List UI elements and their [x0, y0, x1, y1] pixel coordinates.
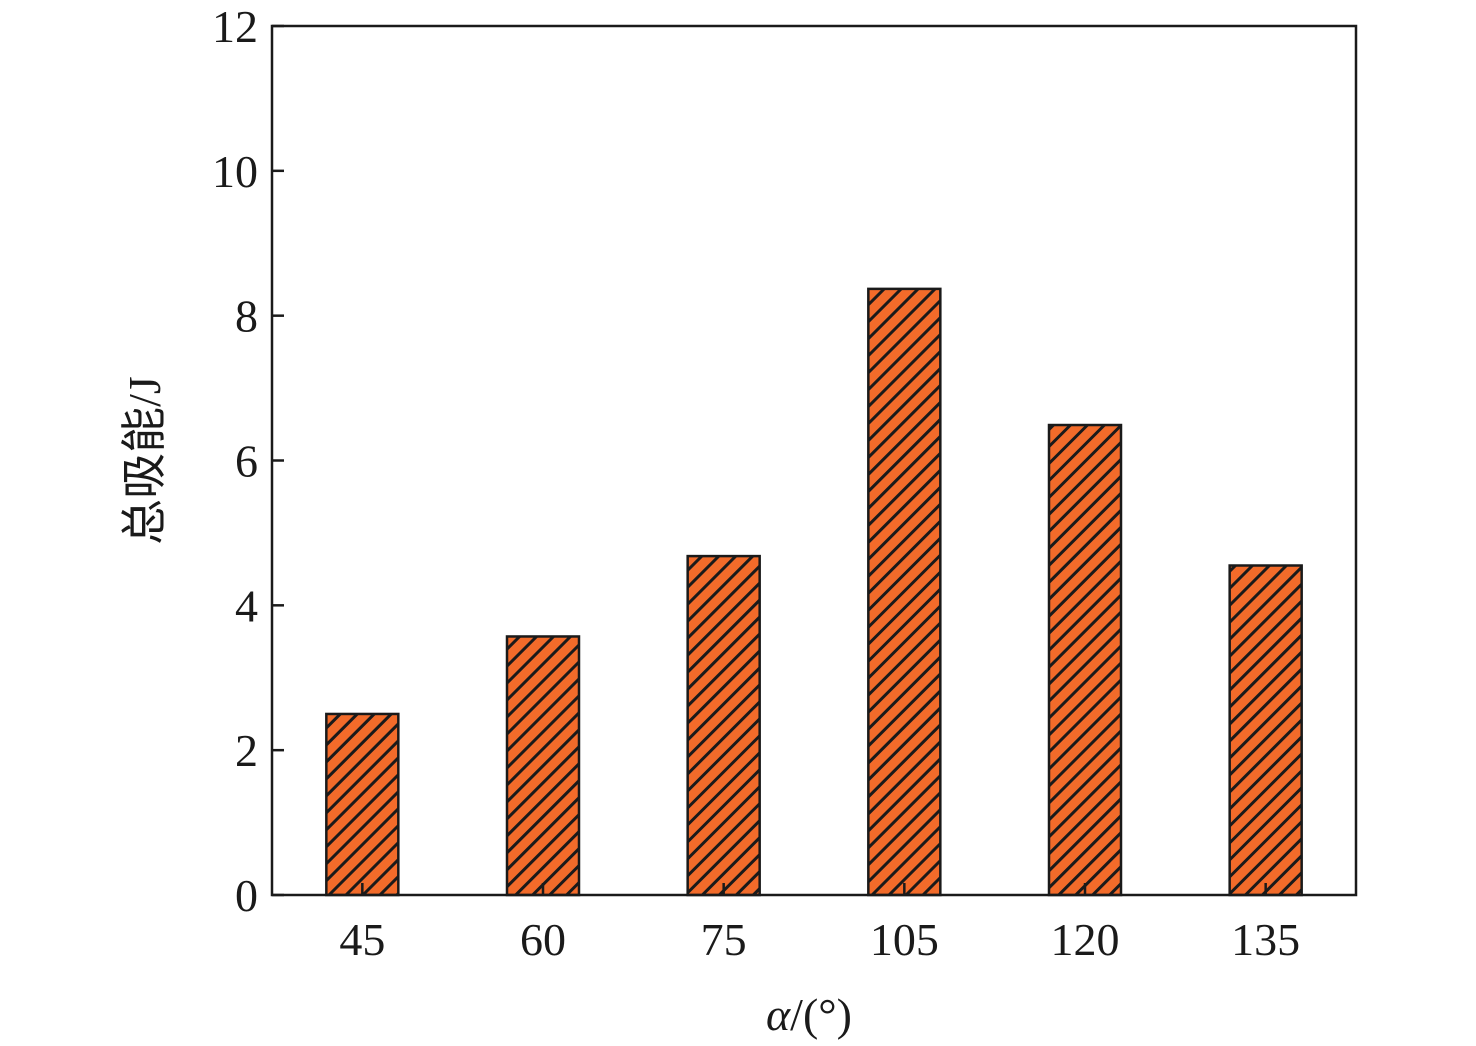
- y-tick-label-12: 12: [212, 1, 258, 52]
- x-tick-label-135: 135: [1231, 914, 1300, 965]
- y-tick-label-4: 4: [235, 580, 258, 631]
- y-tick-label-10: 10: [212, 146, 258, 197]
- x-tick-label-120: 120: [1051, 914, 1120, 965]
- x-axis-unit: /(°): [790, 989, 852, 1040]
- y-tick-label-2: 2: [235, 725, 258, 776]
- y-tick-label-8: 8: [235, 291, 258, 342]
- bar-75: [686, 554, 761, 897]
- plot-frame: [270, 24, 1358, 897]
- x-tick-label-60: 60: [520, 914, 566, 965]
- y-tick-label-6: 6: [235, 436, 258, 487]
- x-axis-symbol: α: [766, 989, 791, 1040]
- x-tick-label-105: 105: [870, 914, 939, 965]
- bar-105: [867, 287, 942, 897]
- bars-group: [325, 287, 1303, 897]
- x-tick-label-45: 45: [339, 914, 385, 965]
- bar-45: [325, 712, 400, 897]
- bar-60: [505, 635, 581, 897]
- x-tick-label-75: 75: [701, 914, 747, 965]
- y-tick-label-0: 0: [235, 870, 258, 921]
- x-axis: 45 60 75 105 120 135: [339, 883, 1300, 965]
- x-axis-title: α/(°): [766, 989, 852, 1040]
- bar-135: [1228, 564, 1303, 897]
- y-axis: 0 2 4 6 8 10 12: [212, 1, 284, 921]
- y-axis-title: 总吸能/J: [119, 376, 170, 545]
- bar-120: [1047, 423, 1123, 897]
